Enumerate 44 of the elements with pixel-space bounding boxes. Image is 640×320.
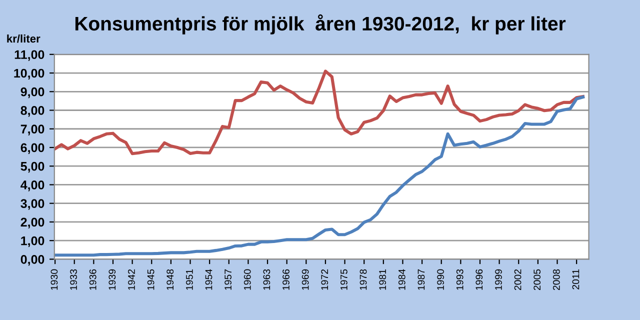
x-tick-label: 1957 bbox=[224, 269, 232, 290]
y-tick-label: 6,00 bbox=[20, 143, 44, 154]
x-tick-label: 1933 bbox=[70, 269, 77, 290]
x-tick-label: 1945 bbox=[147, 269, 154, 290]
x-tick-label: 1930 bbox=[50, 269, 58, 290]
x-tick-label: 2002 bbox=[514, 269, 522, 290]
y-axis-title: kr/liter bbox=[7, 34, 40, 43]
x-tick-label: 1948 bbox=[166, 269, 174, 290]
x-tick-label: 1978 bbox=[360, 269, 367, 290]
line-series bbox=[54, 96, 585, 257]
x-tick-label: 1981 bbox=[379, 269, 386, 290]
x-tick-label: 1939 bbox=[108, 269, 116, 290]
x-tick-label: 2011 bbox=[572, 269, 580, 290]
x-tick-label: 1942 bbox=[128, 269, 135, 290]
x-tick-label: 1969 bbox=[302, 269, 309, 290]
y-tick-label: 8,00 bbox=[20, 106, 44, 117]
x-tick-label: 1951 bbox=[186, 269, 193, 290]
x-tick-label: 1963 bbox=[263, 269, 270, 290]
line-series bbox=[54, 70, 585, 156]
y-tick-label: 2,00 bbox=[20, 218, 44, 228]
y-tick-label: 0,00 bbox=[20, 255, 44, 266]
y-tick-label: 3,00 bbox=[20, 199, 44, 210]
y-tick-label: 4,00 bbox=[20, 180, 44, 192]
x-tick-label: 1996 bbox=[476, 269, 483, 290]
x-tick-label: 2005 bbox=[534, 269, 541, 290]
x-tick-label: 1960 bbox=[244, 269, 251, 290]
x-tick-label: 1966 bbox=[282, 269, 290, 290]
x-tick-label: 1987 bbox=[418, 269, 425, 290]
x-tick-label: 1990 bbox=[437, 269, 444, 290]
x-tick-label: 1954 bbox=[205, 269, 212, 290]
x-tick-label: 1999 bbox=[495, 269, 502, 290]
x-tick-label: 1972 bbox=[321, 269, 328, 290]
y-tick-label: 11,00 bbox=[14, 50, 44, 61]
x-tick-label: 1936 bbox=[89, 269, 96, 290]
x-tick-label: 1993 bbox=[456, 269, 464, 290]
y-tick-label: 9,00 bbox=[20, 87, 44, 98]
y-tick-label: 7,00 bbox=[20, 124, 44, 136]
x-tick-label: 1984 bbox=[398, 269, 406, 290]
y-tick-label: 5,00 bbox=[20, 162, 44, 173]
y-tick-label: 1,00 bbox=[21, 236, 44, 248]
chart-title: Konsumentpris för mjölk åren 1930-2012, kr per liter bbox=[75, 14, 566, 34]
x-tick-label: 1975 bbox=[340, 269, 348, 290]
y-tick-label: 10,00 bbox=[14, 68, 44, 80]
x-tick-label: 2008 bbox=[552, 269, 560, 290]
